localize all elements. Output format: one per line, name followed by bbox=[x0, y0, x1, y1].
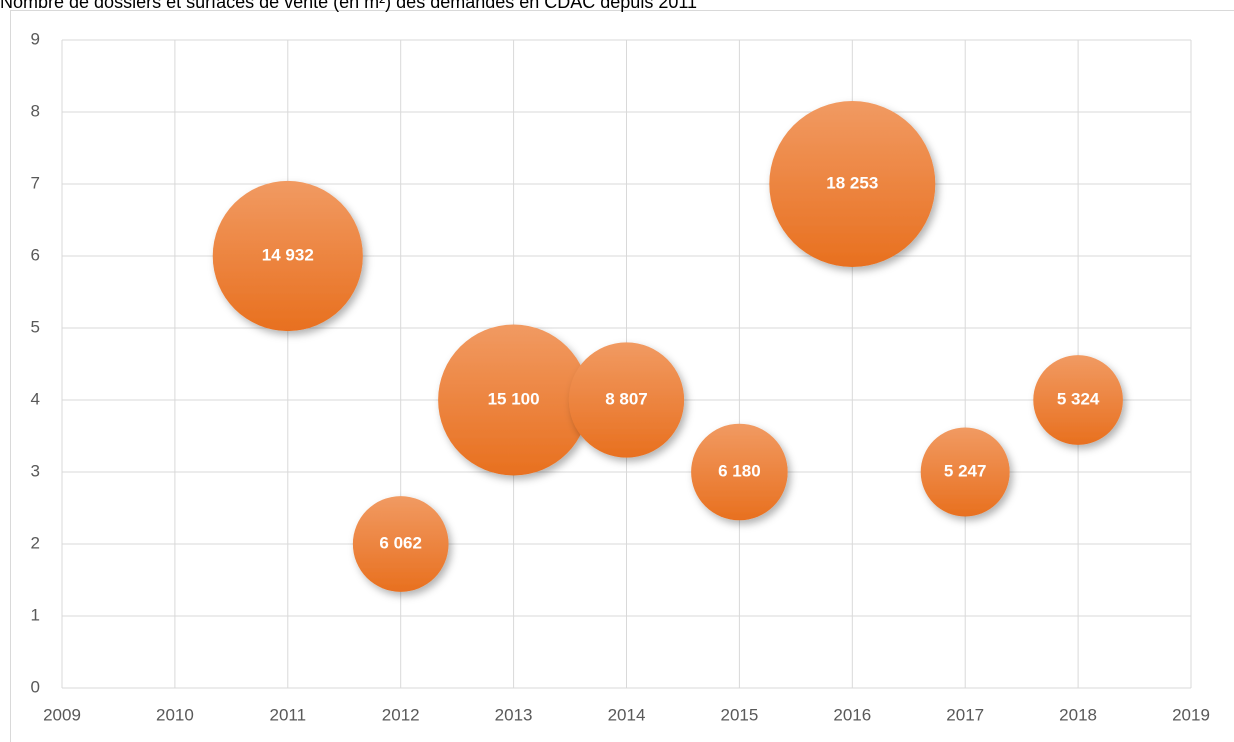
bubble bbox=[691, 423, 788, 521]
data-label: 6 180 bbox=[718, 461, 761, 480]
data-label: 18 253 bbox=[826, 173, 878, 192]
y-tick-label: 8 bbox=[31, 101, 40, 120]
x-tick-label: 2018 bbox=[1059, 705, 1097, 724]
x-tick-label: 2015 bbox=[720, 705, 758, 724]
x-tick-label: 2012 bbox=[382, 705, 420, 724]
y-tick-label: 7 bbox=[31, 173, 40, 192]
y-tick-label: 2 bbox=[31, 533, 40, 552]
x-tick-label: 2016 bbox=[833, 705, 871, 724]
bubble bbox=[769, 101, 936, 267]
bubble bbox=[920, 427, 1010, 517]
x-tick-label: 2017 bbox=[946, 705, 984, 724]
chart-title: Nombre de dossiers et surfaces de vente … bbox=[0, 0, 697, 12]
data-label: 5 324 bbox=[1057, 389, 1100, 408]
y-tick-label: 6 bbox=[31, 245, 40, 264]
y-tick-label: 1 bbox=[31, 605, 40, 624]
x-tick-label: 2010 bbox=[156, 705, 194, 724]
data-label: 15 100 bbox=[488, 389, 540, 408]
data-label: 6 062 bbox=[379, 533, 422, 552]
y-tick-label: 5 bbox=[31, 317, 40, 336]
y-tick-label: 9 bbox=[31, 29, 40, 48]
bubble bbox=[352, 496, 449, 592]
y-tick-label: 3 bbox=[31, 461, 40, 480]
data-label: 8 807 bbox=[605, 389, 648, 408]
x-tick-label: 2013 bbox=[495, 705, 533, 724]
x-tick-label: 2014 bbox=[608, 705, 646, 724]
data-label: 14 932 bbox=[262, 245, 314, 264]
bubble bbox=[1033, 355, 1123, 445]
data-label: 5 247 bbox=[944, 461, 987, 480]
x-tick-label: 2019 bbox=[1172, 705, 1210, 724]
y-tick-label: 0 bbox=[31, 677, 40, 696]
chart-frame bbox=[10, 10, 1234, 742]
y-tick-label: 4 bbox=[31, 389, 40, 408]
bubble bbox=[212, 180, 363, 332]
bubble bbox=[568, 342, 685, 458]
x-tick-label: 2009 bbox=[43, 705, 81, 724]
x-tick-label: 2011 bbox=[270, 705, 307, 724]
bubble bbox=[438, 324, 590, 476]
